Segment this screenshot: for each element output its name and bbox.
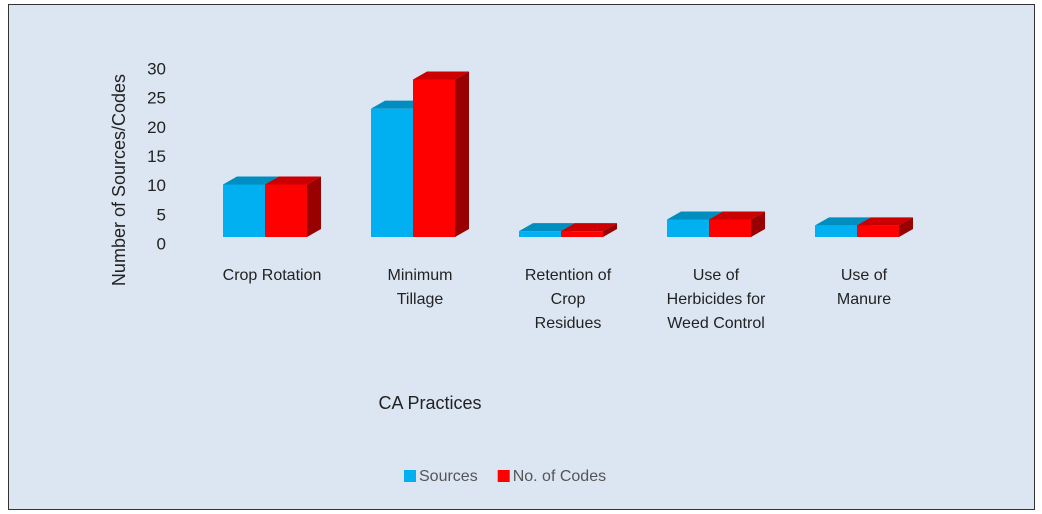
y-axis-title: Number of Sources/Codes — [109, 74, 129, 286]
bar-side — [455, 71, 469, 237]
x-tick-label: Retention of Crop Residues — [525, 267, 612, 332]
y-tick-label: 25 — [147, 89, 166, 108]
bar-top — [667, 211, 723, 220]
bar-front — [371, 108, 413, 238]
chart-area — [8, 4, 1035, 510]
bar — [561, 223, 617, 237]
bar-top — [561, 223, 617, 232]
legend-swatch — [404, 470, 416, 482]
bar — [709, 211, 765, 237]
bar — [413, 71, 469, 237]
legend-label: Sources — [419, 468, 478, 485]
bar-top — [413, 71, 469, 80]
y-tick-label: 30 — [147, 59, 166, 78]
bar-front — [223, 184, 265, 237]
bar-front — [413, 79, 455, 237]
x-tick-label: Minimum Tillage — [388, 267, 453, 308]
bar-front — [857, 225, 899, 237]
y-tick-label: 20 — [147, 118, 166, 137]
bar-front — [519, 231, 561, 237]
x-tick-label: Crop Rotation — [223, 267, 322, 284]
bar-front — [709, 219, 751, 237]
bar-side — [307, 176, 321, 237]
y-tick-label: 15 — [147, 147, 166, 166]
bar-front — [815, 225, 857, 237]
bar-top — [857, 217, 913, 226]
x-tick-label: Use of Herbicides for Weed Control — [667, 267, 766, 332]
bar-top — [223, 176, 279, 185]
y-tick-label: 10 — [147, 176, 166, 195]
y-tick-label: 0 — [157, 234, 166, 253]
bar-top — [815, 217, 871, 226]
bar-front — [561, 231, 603, 237]
bar — [265, 176, 321, 237]
x-tick-label: Use of Manure — [837, 267, 891, 308]
x-axis-title: CA Practices — [378, 393, 481, 413]
bar-side — [751, 211, 765, 237]
y-tick-label: 5 — [157, 205, 166, 224]
bar-side — [603, 223, 617, 237]
legend-swatch — [497, 470, 510, 482]
bar — [857, 217, 913, 237]
bar-top — [265, 176, 321, 185]
bar-front — [667, 219, 709, 237]
legend-label: No. of Codes — [513, 468, 606, 485]
bar-side — [899, 217, 913, 237]
bar-top — [709, 211, 765, 220]
bar-top — [519, 223, 575, 232]
bar-front — [265, 184, 307, 237]
